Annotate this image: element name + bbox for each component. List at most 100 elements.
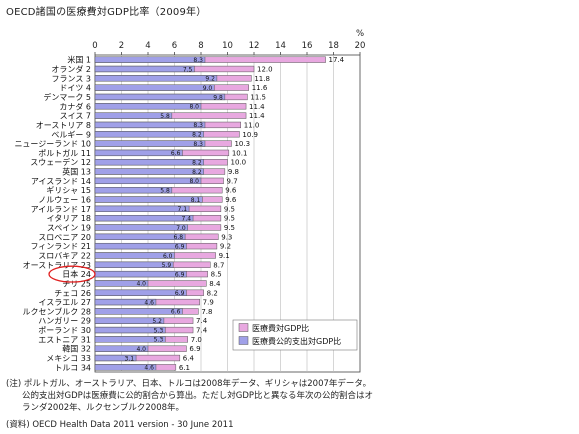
bar-public — [94, 215, 194, 222]
category-label: オーストリア 8 — [36, 121, 91, 130]
x-tick-label: 2 — [119, 41, 124, 51]
data-label-total: 10.3 — [234, 140, 250, 148]
data-label-public: 6.6 — [171, 309, 181, 316]
category-label: 米国 1 — [67, 55, 91, 65]
category-label: ルクセンブルク 28 — [23, 306, 91, 316]
bar-public — [94, 56, 206, 63]
x-tick-label: 14 — [275, 41, 286, 51]
data-label-public: 6.9 — [175, 290, 185, 297]
category-label: メキシコ 33 — [46, 354, 91, 363]
category-label: スウェーデン 12 — [30, 157, 91, 167]
bar-public — [94, 159, 204, 166]
chart-title: OECD諸国の医療費対GDP比率（2009年） — [6, 7, 207, 18]
data-label-total: 11.4 — [249, 103, 265, 111]
data-label-public: 8.0 — [189, 178, 199, 185]
data-label-total: 8.5 — [211, 271, 222, 279]
x-tick-label: 12 — [249, 41, 260, 51]
bar-public — [94, 112, 173, 119]
bar-public — [94, 121, 206, 129]
data-label-public: 8.3 — [193, 57, 203, 64]
data-label-public: 5.3 — [154, 337, 164, 344]
data-label-public: 9.2 — [205, 76, 215, 83]
data-label-total: 9.5 — [224, 205, 235, 213]
data-label-public: 8.2 — [192, 160, 202, 167]
bar-public — [94, 354, 137, 362]
x-tick-label: 4 — [145, 41, 150, 51]
data-label-public: 5.2 — [152, 318, 162, 325]
highlight-ellipse — [48, 265, 96, 283]
data-label-public: 7.5 — [183, 66, 193, 73]
x-tick-label: 6 — [172, 41, 177, 51]
legend-box — [232, 319, 358, 351]
category-label: カナダ 6 — [59, 101, 91, 111]
bar-public — [94, 233, 186, 240]
bar-public — [94, 196, 203, 203]
bar-public — [94, 345, 149, 352]
bar-public — [94, 149, 183, 157]
data-label-public: 8.3 — [193, 122, 203, 129]
bar-public — [94, 326, 166, 334]
data-label-total: 6.4 — [183, 355, 195, 363]
category-label: 韓国 32 — [62, 344, 91, 354]
data-label-total: 11.4 — [249, 112, 265, 120]
data-label-total: 9.5 — [224, 215, 235, 223]
legend-swatch — [238, 336, 249, 345]
bar-chart: 0 2 4 6 8 10 12 14 16 18 20% 8.3 17.4 米国 1 7.5 12.0 オランダ… — [14, 29, 365, 373]
bar-public — [94, 261, 174, 268]
data-label-total: 11.8 — [254, 75, 270, 83]
legend-label: 医療費公的支出対GDP比 — [252, 336, 341, 346]
category-label: ベルギー 9 — [51, 130, 91, 139]
data-label-public: 3.1 — [125, 355, 135, 362]
bar-public — [94, 84, 215, 91]
data-label-public: 4.6 — [144, 365, 154, 372]
category-label: ノルウェー 16 — [38, 196, 91, 205]
legend-label: 医療費対GDP比 — [252, 323, 309, 333]
category-label: アイスランド 14 — [31, 177, 91, 186]
data-label-public: 4.0 — [136, 281, 146, 288]
source-note: (資料) OECD Health Data 2011 version - 30 … — [6, 420, 234, 430]
data-label-total: 11.0 — [244, 121, 260, 129]
data-label-public: 7.1 — [178, 206, 188, 213]
category-label: オーストラリア 23 — [23, 261, 91, 270]
data-label-total: 17.4 — [329, 56, 345, 64]
footnotes: (注) ポルトガル、オーストラリア、日本、トルコは2008年データ、ギリシャは2… — [6, 378, 386, 414]
category-label: ドイツ 4 — [59, 84, 91, 93]
data-label-total: 10.0 — [231, 159, 247, 167]
x-tick-label: 18 — [328, 41, 339, 51]
data-label-total: 11.6 — [252, 84, 268, 92]
data-label-public: 5.3 — [154, 327, 164, 334]
x-axis-unit: % — [356, 29, 364, 39]
bar-public — [94, 224, 188, 231]
category-label: オランダ 2 — [51, 64, 91, 74]
data-label-total: 12.0 — [257, 65, 273, 73]
x-tick-label: 10 — [222, 41, 233, 51]
data-label-total: 11.5 — [250, 93, 266, 101]
data-label-public: 8.2 — [192, 132, 202, 139]
data-label-public: 8.3 — [193, 141, 203, 148]
data-label-total: 7.4 — [196, 317, 208, 325]
bar-public — [94, 252, 175, 259]
category-label: ニュージーランド 10 — [14, 140, 91, 149]
data-label-public: 4.0 — [136, 346, 146, 353]
bar-public — [94, 289, 187, 296]
bar-public — [94, 242, 187, 250]
data-label-total: 9.1 — [219, 252, 230, 260]
data-label-total: 8.4 — [209, 280, 221, 288]
bar-public — [94, 270, 187, 278]
category-label: スペイン 19 — [47, 223, 91, 232]
note-line-1: (注) ポルトガル、オーストラリア、日本、トルコは2008年データ、ギリシャは2… — [6, 379, 372, 389]
data-label-public: 8.2 — [192, 169, 202, 176]
category-label: イスラエル 27 — [39, 298, 91, 307]
data-label-total: 7.4 — [196, 327, 208, 335]
data-label-public: 5.9 — [162, 262, 172, 269]
data-label-public: 6.9 — [175, 243, 185, 250]
category-label: ポルトガル 11 — [38, 148, 91, 158]
data-label-total: 9.8 — [228, 168, 239, 176]
data-label-total: 9.2 — [220, 243, 231, 251]
category-label: アイルランド 17 — [31, 205, 91, 214]
data-label-total: 6.1 — [179, 364, 190, 372]
bar-public — [94, 140, 206, 147]
category-label: デンマーク 5 — [43, 92, 91, 102]
bar-public — [94, 298, 157, 306]
category-label: 英国 13 — [62, 167, 91, 177]
